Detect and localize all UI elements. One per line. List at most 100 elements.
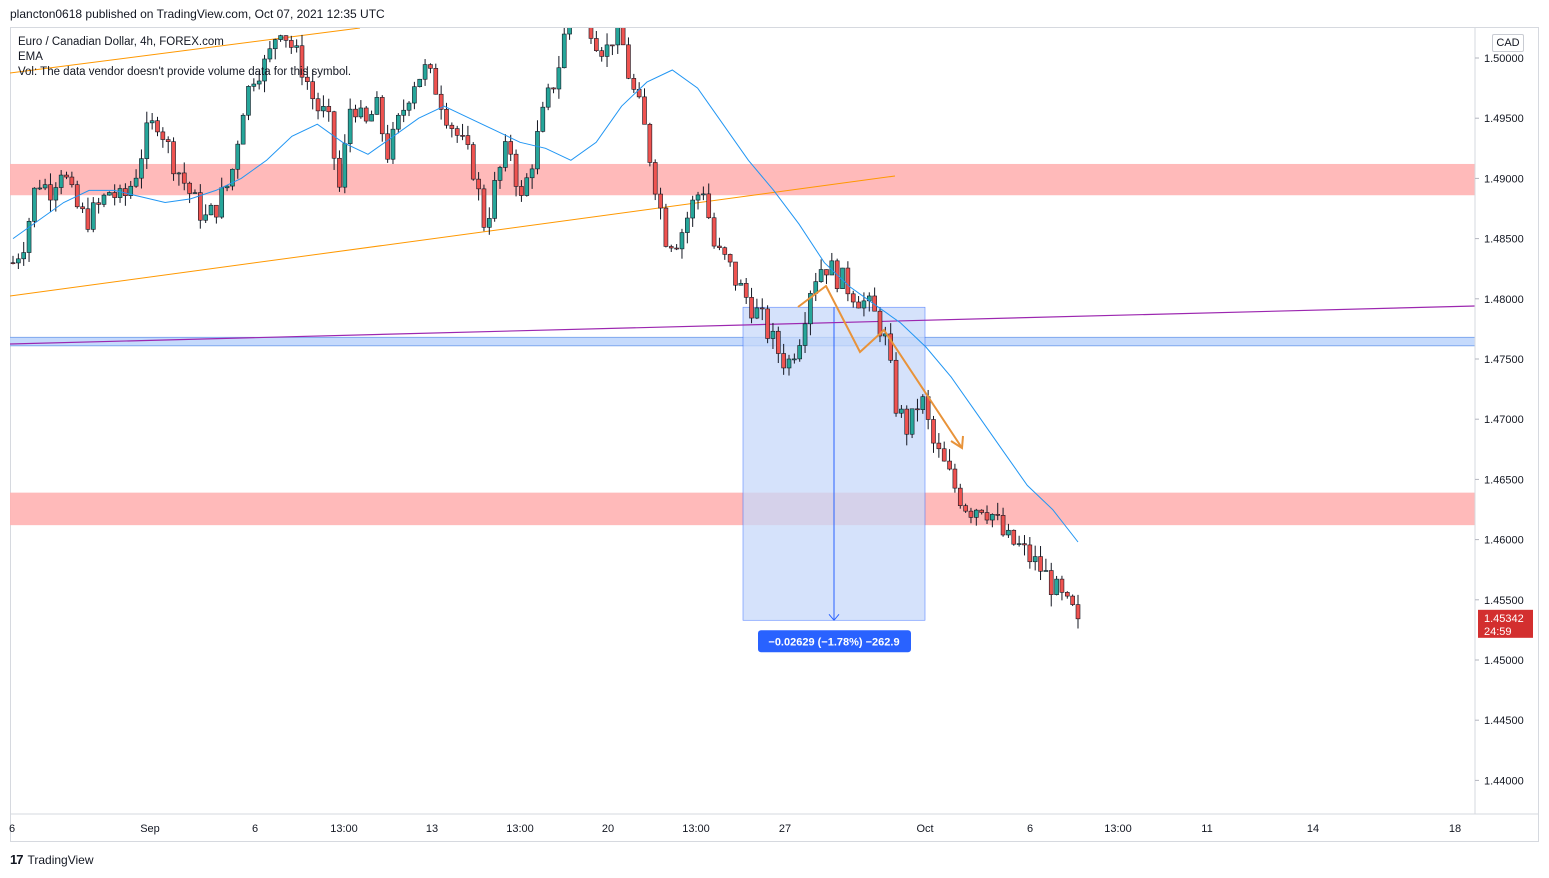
candle (58, 170, 64, 195)
candle-body (856, 301, 861, 309)
candle-body (1043, 570, 1049, 572)
candle-body (727, 254, 733, 263)
measure-label-bg (758, 630, 911, 653)
candle (770, 322, 776, 349)
candle-body (936, 442, 942, 450)
candle-body (262, 58, 267, 82)
candle-body (620, 28, 626, 46)
candle (909, 408, 915, 439)
candle (738, 279, 744, 286)
candle-body (915, 408, 920, 411)
candle-body (267, 48, 273, 60)
candle-body (310, 81, 315, 100)
candle (1038, 546, 1043, 581)
candle-body (165, 139, 171, 142)
x-tick-label: 11 (1201, 823, 1212, 835)
candle-body (171, 141, 176, 175)
y-tick-label: 1.46500 (1484, 474, 1524, 486)
candle-body (584, 0, 588, 5)
candle (240, 113, 246, 145)
candle (573, 7, 577, 18)
candle (481, 184, 487, 232)
candle (428, 63, 433, 74)
candle-body (305, 76, 310, 82)
y-tick-label: 1.48500 (1484, 234, 1524, 246)
chart-legend: Euro / Canadian Dollar, 4h, FOREX.com EM… (18, 35, 351, 80)
projection-arrowhead (950, 435, 964, 450)
ema-indicator-label[interactable]: EMA (18, 51, 43, 63)
candle-body (353, 108, 358, 118)
candle (337, 150, 342, 192)
candle-body (288, 40, 294, 48)
candle-body (224, 185, 230, 189)
candle (128, 180, 134, 199)
candle (1032, 545, 1038, 571)
candle-body (299, 45, 305, 78)
candle-body (246, 86, 251, 116)
candle (37, 179, 43, 191)
candle (888, 323, 893, 364)
volume-indicator-label[interactable]: Vol: The data vendor doesn't provide vol… (18, 66, 352, 78)
candle-body (861, 300, 867, 309)
candle (133, 169, 139, 188)
candle-body (101, 194, 107, 205)
candle-body (256, 80, 262, 85)
zone-resistance (10, 163, 1475, 196)
x-tick-label: 14 (1307, 823, 1319, 835)
symbol-title[interactable]: Euro / Canadian Dollar, 4h, FOREX.com (18, 36, 224, 48)
candle (181, 162, 187, 191)
candle-body (508, 141, 514, 155)
candle (53, 182, 59, 212)
y-tick-label: 1.49500 (1484, 113, 1524, 125)
candle (663, 203, 669, 248)
candle (48, 173, 53, 212)
candle-body (240, 114, 246, 145)
candle-body (470, 144, 476, 180)
candle-body (578, 0, 582, 10)
candle (604, 33, 610, 67)
candle (438, 85, 444, 120)
candle (567, 28, 572, 40)
currency-selector[interactable]: CAD (1492, 34, 1524, 52)
candle-body (58, 174, 64, 188)
x-tick-label: Sep (140, 823, 160, 835)
publisher-credit: plancton0618 published on TradingView.co… (10, 7, 385, 21)
candle-body (792, 358, 797, 361)
candle (374, 91, 380, 115)
candle (792, 353, 797, 364)
candle-body (573, 10, 577, 12)
candle (674, 244, 679, 251)
candle-body (759, 307, 765, 310)
purple-trendline (10, 305, 1475, 345)
candle (16, 253, 21, 270)
candle (326, 98, 332, 122)
candle (1064, 591, 1070, 599)
candle-body (10, 262, 16, 264)
candle (658, 187, 663, 220)
candle (369, 110, 374, 122)
candle-body (144, 122, 150, 159)
candle-body (818, 269, 824, 282)
candle (620, 28, 626, 46)
x-tick-label: 13 (426, 823, 438, 835)
candle-body (203, 214, 208, 221)
candle (390, 121, 396, 164)
y-tick-label: 1.47500 (1484, 354, 1524, 366)
candle (1043, 558, 1049, 572)
candle-body (149, 120, 155, 124)
candle (733, 261, 738, 291)
candle (615, 28, 621, 54)
candle-body (465, 135, 471, 145)
candle-body (706, 193, 712, 219)
candle-body (551, 87, 556, 90)
candle-body (208, 204, 214, 216)
candle (759, 298, 765, 321)
candle-body (545, 87, 551, 108)
candle (594, 30, 599, 52)
x-tick-label: 20 (602, 823, 614, 835)
candle-body (422, 64, 428, 80)
candle (299, 34, 305, 86)
candle-body (888, 333, 893, 361)
candle-body (214, 204, 219, 218)
